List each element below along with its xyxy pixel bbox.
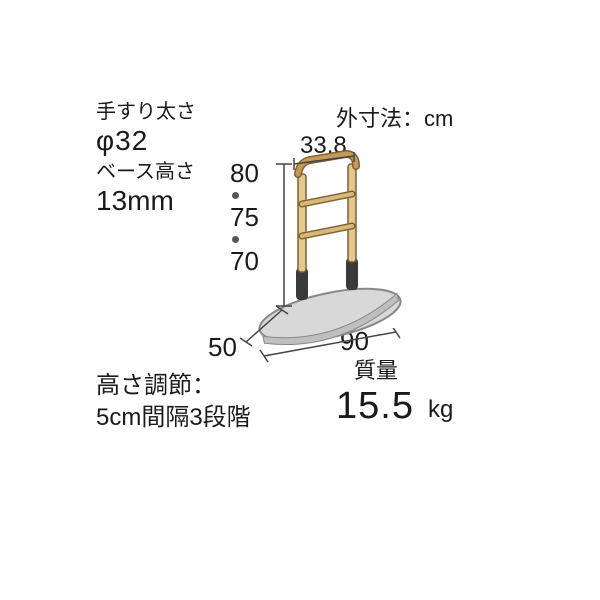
height-adjust-value: 5cm間隔3段階 xyxy=(96,404,251,433)
spec-diagram: 手すり太さ φ32 ベース高さ 13mm 外寸法：cm 80 75 70 33.… xyxy=(0,0,600,600)
base-height-label: ベース高さ xyxy=(96,160,195,184)
dim-line-basew xyxy=(258,328,408,368)
base-depth-label: 50 xyxy=(208,332,237,363)
dot-icon xyxy=(232,192,239,199)
dim-line-top xyxy=(290,152,370,172)
height-adjust-label: 高さ調節： xyxy=(96,372,216,401)
mass-value: 15.5 xyxy=(336,384,414,430)
dot-icon xyxy=(232,236,239,243)
mass-unit: kg xyxy=(428,396,453,425)
dim-line-height xyxy=(264,158,294,318)
handrail-thickness-label: 手すり太さ xyxy=(96,100,196,124)
external-dim-label: 外寸法：cm xyxy=(336,106,453,132)
base-height-value: 13mm xyxy=(96,184,174,218)
handrail-thickness-value: φ32 xyxy=(96,124,148,158)
